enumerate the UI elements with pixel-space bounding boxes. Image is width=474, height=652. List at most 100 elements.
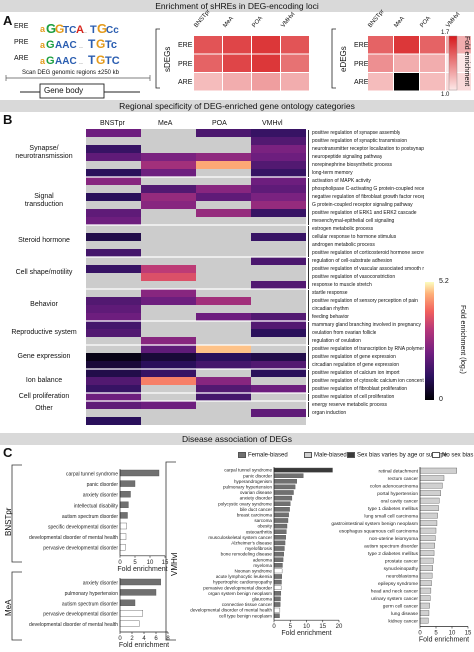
go-heatmap-cell (86, 313, 141, 321)
disease-bar (119, 589, 157, 596)
heatmap-cell (368, 54, 393, 72)
go-heatmap-cell (141, 249, 196, 257)
disease-label: Alzheimer's disease (231, 541, 272, 546)
gene-body-label: Gene body (44, 86, 84, 95)
x-tick-label: 5 (289, 624, 293, 630)
disease-label: pulmonary hypertension (223, 485, 272, 490)
go-category-bracket (308, 129, 310, 177)
go-heatmap-cell (141, 201, 196, 209)
go-heatmap-cell (196, 209, 251, 217)
b-col-mea: MeA (158, 120, 173, 127)
go-term-label: positive regulation of corticosteroid ho… (312, 250, 424, 256)
disease-label: synucleinopathy (384, 566, 419, 572)
go-heatmap-cell (196, 377, 251, 385)
go-heatmap-cell (196, 161, 251, 169)
go-category-label: Synapse/neurotransmission (15, 145, 73, 160)
heatmap-cell (252, 36, 280, 54)
go-heatmap-cell (251, 177, 306, 185)
heatmap-cell (194, 73, 222, 91)
disease-label: anxiety disorder (240, 496, 273, 501)
go-heatmap-cell (196, 409, 251, 417)
panel-a-colorbar (448, 35, 458, 91)
go-heatmap-cell (141, 385, 196, 393)
go-heatmap-cell (86, 137, 141, 145)
go-term-label: response to muscle stretch (312, 282, 372, 288)
edegs-row-are: ARE (354, 79, 369, 86)
disease-label: autism spectrum disorder (62, 601, 118, 607)
disease-label: type 1 diabetes mellitus (368, 506, 419, 512)
edegs-label: eDEGs (339, 46, 348, 72)
mea-disease-chart: anxiety disorder pulmonary hypertension au… (29, 578, 170, 649)
go-heatmap-cell (196, 233, 251, 241)
go-category-bracket (308, 177, 310, 225)
go-heatmap-cell (196, 265, 251, 273)
disease-bar (273, 467, 333, 473)
go-heatmap-cell (141, 177, 196, 185)
disease-label: myelofibrosis (245, 546, 273, 551)
go-heatmap-cell (141, 217, 196, 225)
disease-bar (419, 482, 443, 489)
heatmap-cell (223, 73, 251, 91)
go-heatmap-cell (251, 353, 306, 361)
disease-bar (273, 574, 283, 579)
svg-text:G: G (46, 55, 55, 67)
heatmap-cell (394, 54, 419, 72)
go-term-label: activation of MAPK activity (312, 178, 371, 184)
b-col-vmhvl: VMHvl (262, 120, 283, 127)
go-heatmap-cell (251, 249, 306, 257)
svg-text:..: .. (83, 28, 87, 35)
go-term-label: feeding behavior (312, 314, 349, 320)
motif-label-are: ARE (14, 55, 29, 62)
disease-label: urinary system cancer (371, 596, 418, 602)
panel-a-title: Enrichment of sHREs in DEG-encoding loci (0, 0, 474, 12)
disease-bar (273, 495, 293, 501)
disease-label: osteoarthritis (246, 529, 273, 534)
go-heatmap-cell (196, 361, 251, 369)
legend-swatch-male (304, 452, 312, 458)
go-heatmap-cell (86, 305, 141, 313)
svg-text:Tc: Tc (105, 39, 117, 51)
go-heatmap-cell (86, 129, 141, 137)
disease-bar (119, 501, 129, 508)
go-term-label: regulation of cell-substrate adhesion (312, 258, 393, 264)
go-heatmap-cell (141, 129, 196, 137)
sdegs-row-ere: ERE (178, 42, 193, 49)
go-heatmap-cell (251, 169, 306, 177)
disease-label: oral cavity cancer (381, 499, 419, 505)
legend-male-text: Male-biased (314, 452, 347, 459)
disease-label: developmental disorder of mental health (190, 608, 272, 613)
heatmap-cell (281, 73, 309, 91)
legend-female: Female-biased (238, 452, 288, 460)
go-heatmap-cell (196, 297, 251, 305)
disease-bar (419, 565, 434, 571)
x-tick-label: 0 (272, 624, 276, 630)
go-heatmap-cell (86, 233, 141, 241)
go-heatmap-cell (251, 409, 306, 417)
go-heatmap-cell (251, 417, 306, 425)
go-heatmap-cell (251, 361, 306, 369)
disease-bar (419, 520, 438, 526)
edegs-row-pre: PRE (354, 61, 369, 68)
go-heatmap-cell (86, 385, 141, 393)
disease-bar (419, 467, 457, 474)
go-heatmap-cell (86, 145, 141, 153)
svg-text:G: G (55, 22, 64, 36)
panel-b-scale-label: Fold enrichment (log₂) (459, 305, 466, 374)
go-heatmap-cell (196, 273, 251, 281)
go-heatmap-cell (196, 241, 251, 249)
disease-bar (273, 590, 282, 596)
go-heatmap-cell (86, 337, 141, 345)
x-tick-label: 10 (147, 560, 154, 566)
go-term-label: cellular response to hormone stimulus (312, 234, 397, 240)
go-heatmap-cell (86, 161, 141, 169)
go-heatmap-cell (141, 169, 196, 177)
svg-text:T: T (90, 24, 97, 36)
go-heatmap-cell (86, 257, 141, 265)
motif-logo-glyphs: a G G TC A .. T G Cc a G AAC .. T G Tc a… (5, 21, 151, 99)
panel-b-scale-min: 0 (439, 396, 443, 403)
go-heatmap-cell (251, 345, 306, 353)
svg-text:A: A (76, 24, 84, 36)
go-heatmap-cell (196, 385, 251, 393)
disease-bar (419, 490, 441, 496)
disease-label: head and neck cancer (371, 589, 419, 595)
